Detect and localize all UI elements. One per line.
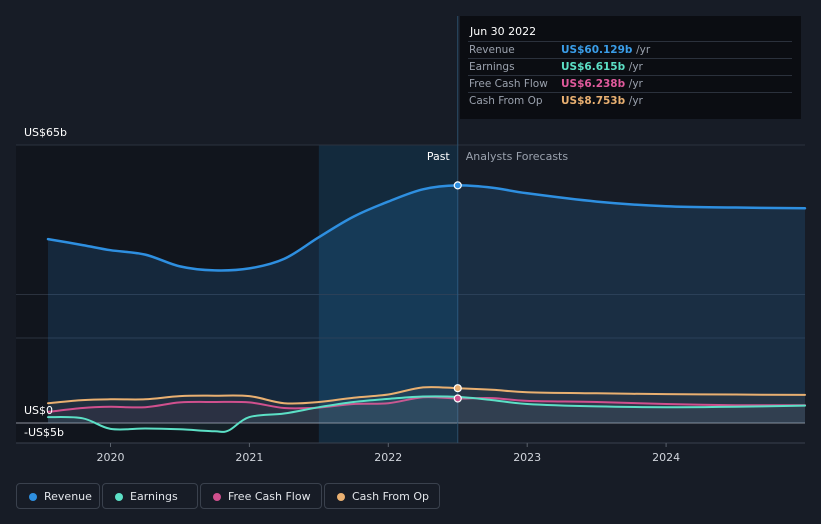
tooltip-unit: /yr: [628, 61, 643, 73]
legend-dot-icon: [337, 493, 345, 501]
legend-dot-icon: [115, 493, 123, 501]
series-line-revenue: [46, 184, 807, 272]
series-area: [48, 396, 805, 432]
legend-label: Cash From Op: [352, 490, 430, 503]
tooltip-unit: /yr: [636, 44, 651, 56]
marker-revenue: [453, 181, 462, 190]
tooltip-label: Earnings: [469, 61, 515, 73]
tooltip-value: US$8.753b: [561, 95, 626, 107]
tooltip-unit: /yr: [628, 78, 643, 90]
x-tick-label: 2023: [513, 451, 541, 464]
tooltip-row-free-cash-flow: Free Cash Flow US$6.238b /yr: [468, 75, 792, 93]
legend-item-cash-from-op[interactable]: Cash From Op: [324, 483, 440, 509]
legend-label: Free Cash Flow: [228, 490, 311, 503]
series-line-free-cash-flow: [47, 396, 806, 413]
past-label: Past: [427, 150, 451, 163]
tooltip-row-earnings: Earnings US$6.615b /yr: [468, 58, 792, 76]
x-tick-label: 2024: [652, 451, 680, 464]
series-area: [48, 397, 805, 423]
tooltip: Jun 30 2022 Revenue US$60.129b /yr Earni…: [460, 16, 801, 119]
tooltip-value: US$6.238b: [561, 78, 626, 90]
marker-free-cash-flow: [453, 394, 462, 403]
y-tick-label: US$0: [24, 404, 54, 417]
revenue-area: [48, 185, 805, 423]
legend-label: Revenue: [44, 490, 92, 503]
y-tick-label: -US$5b: [24, 426, 64, 439]
legend-dot-icon: [213, 493, 221, 501]
x-tick-label: 2021: [235, 451, 263, 464]
series-line-earnings: [47, 395, 806, 433]
tooltip-label: Revenue: [469, 44, 515, 56]
legend-item-free-cash-flow[interactable]: Free Cash Flow: [200, 483, 322, 509]
x-tick-label: 2022: [374, 451, 402, 464]
series-line-cash-from-op: [47, 386, 806, 405]
tooltip-value: US$6.615b: [561, 61, 626, 73]
legend-dot-icon: [29, 493, 37, 501]
tooltip-unit: /yr: [628, 95, 643, 107]
x-tick-label: 2020: [97, 451, 125, 464]
tooltip-label: Cash From Op: [469, 95, 543, 107]
legend-item-earnings[interactable]: Earnings: [102, 483, 198, 509]
tooltip-row-cash-from-op: Cash From Op US$8.753b /yr: [468, 92, 792, 110]
tooltip-label: Free Cash Flow: [469, 78, 548, 90]
tooltip-value: US$60.129b: [561, 44, 633, 56]
y-tick-label: US$65b: [24, 126, 68, 139]
legend-label: Earnings: [130, 490, 178, 503]
tooltip-row-revenue: Revenue US$60.129b /yr: [468, 41, 792, 59]
tooltip-date: Jun 30 2022: [470, 25, 537, 38]
marker-cash-from-op: [453, 384, 462, 393]
forecast-label: Analysts Forecasts: [466, 150, 569, 163]
legend-item-revenue[interactable]: Revenue: [16, 483, 100, 509]
